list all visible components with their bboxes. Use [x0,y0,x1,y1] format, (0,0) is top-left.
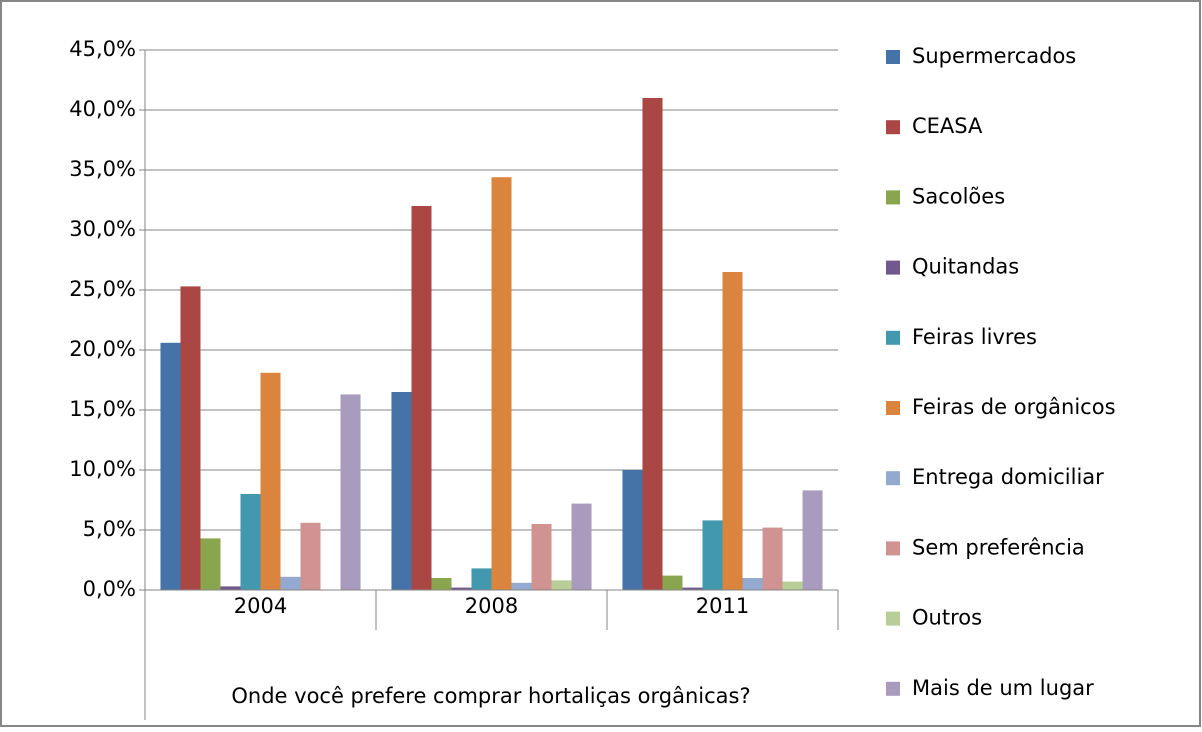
x-tick-label: 2008 [465,594,518,618]
legend-label: Supermercados [912,44,1076,68]
bar [300,522,321,590]
y-tick-label: 40,0% [69,97,136,121]
bar [411,206,432,590]
bar [511,582,532,590]
bar [340,394,361,590]
bar [471,568,492,590]
bar [571,503,592,590]
legend-swatch [886,681,900,696]
bar [742,578,763,590]
legend-label: Sem preferência [912,535,1085,559]
x-axis-title: Onde você prefere comprar hortaliças org… [231,684,750,708]
legend-label: Mais de um lugar [912,676,1094,700]
bar [722,272,743,590]
bar [431,578,452,590]
y-tick-label: 20,0% [69,337,136,361]
bar [200,538,221,590]
legend-swatch [886,120,900,135]
legend-label: Sacolões [912,184,1005,208]
bar [702,520,723,590]
legend-swatch [886,541,900,556]
bar [220,586,241,590]
bar [180,286,201,590]
x-tick-label: 2011 [696,594,749,618]
legend-label: Quitandas [912,255,1019,279]
bar [551,580,572,590]
y-tick-label: 25,0% [69,277,136,301]
bar [642,98,663,590]
bar [682,587,703,590]
bar [240,494,261,590]
legend-label: Outros [912,606,982,630]
y-tick-label: 35,0% [69,157,136,181]
legend-swatch [886,260,900,275]
legend-swatch [886,471,900,486]
legend-label: Feiras de orgânicos [912,395,1116,419]
legend-swatch [886,401,900,415]
y-tick-label: 15,0% [69,397,136,421]
legend-swatch [886,50,900,64]
bar [260,372,281,590]
legend-label: Entrega domiciliar [912,465,1104,489]
y-tick-label: 5,0% [83,517,136,541]
bar [662,575,683,590]
bar [491,177,512,590]
bar [160,342,181,590]
x-tick-label: 2004 [234,594,287,618]
legend-swatch [886,190,900,205]
legend-swatch [886,330,900,345]
y-tick-label: 30,0% [69,217,136,241]
y-tick-label: 10,0% [69,457,136,481]
bar [622,470,643,590]
y-tick-label: 45,0% [69,37,136,61]
bar [762,527,783,590]
bar [451,587,472,590]
legend-label: Feiras livres [912,325,1037,349]
legend-label: CEASA [912,114,983,138]
bar [782,581,803,590]
bar [802,490,823,590]
bar [531,524,552,590]
bar [391,392,412,590]
y-tick-label: 0,0% [83,577,136,601]
bar [280,576,301,590]
legend-swatch [886,611,900,626]
